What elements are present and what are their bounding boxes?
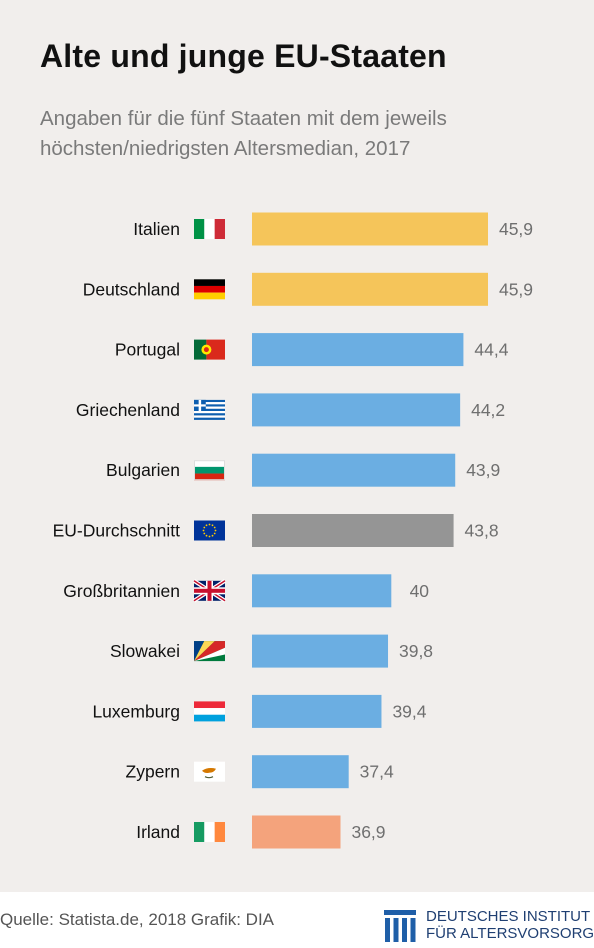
flag-bulgaria-icon <box>194 460 225 481</box>
value-label: 44,2 <box>471 400 505 420</box>
bar-chart: Italien 45,9 Deutschland 45,9 Portugal 44,4 Gr… <box>53 212 533 849</box>
flag-luxembourg-icon <box>194 701 225 722</box>
flag-cyprus-icon <box>194 761 225 782</box>
value-label: 39,8 <box>399 641 433 661</box>
category-label: Großbritannien <box>63 581 180 601</box>
value-label: 37,4 <box>360 762 394 782</box>
value-label: 36,9 <box>351 822 385 842</box>
category-label: Irland <box>136 822 180 842</box>
bar <box>252 815 341 849</box>
value-label: 43,9 <box>466 460 500 480</box>
chart-subtitle: Angaben für die fünf Staaten mit dem jew… <box>40 107 447 160</box>
flag-seychelles-icon <box>194 641 225 662</box>
dia-logo-icon <box>384 910 416 942</box>
bar <box>252 574 392 608</box>
bar <box>252 514 454 547</box>
value-label: 39,4 <box>392 701 426 721</box>
bar <box>252 272 488 306</box>
value-label: 40 <box>410 581 430 601</box>
dia-logo-text: DEUTSCHES INSTITUT FÜR ALTERSVORSORGE <box>426 908 594 942</box>
category-label: Italien <box>133 219 180 239</box>
category-label: Zypern <box>126 762 180 782</box>
category-label: EU-Durchschnitt <box>53 521 181 541</box>
source-note: Quelle: Statista.de, 2018 Grafik: DIA <box>0 910 275 929</box>
value-label: 44,4 <box>474 340 508 360</box>
flag-italy-icon <box>194 219 225 239</box>
value-label: 45,9 <box>499 219 533 239</box>
bar <box>252 694 382 728</box>
category-label: Bulgarien <box>106 460 180 480</box>
footer: Quelle: Statista.de, 2018 Grafik: DIA DE… <box>0 892 594 948</box>
bar <box>252 212 488 246</box>
flag-greece-icon <box>194 399 225 420</box>
flag-ireland-icon <box>194 822 225 842</box>
value-label: 43,8 <box>465 521 499 541</box>
bar <box>252 634 389 668</box>
flag-portugal-icon <box>194 339 225 360</box>
flag-eu-icon <box>194 520 225 541</box>
dia-logo: DEUTSCHES INSTITUT FÜR ALTERSVORSORGE <box>384 908 594 948</box>
bar <box>252 393 461 427</box>
logo-line-1: DEUTSCHES INSTITUT <box>426 908 591 925</box>
category-label: Portugal <box>115 340 180 360</box>
category-label: Deutschland <box>83 279 180 299</box>
flag-germany-icon <box>194 279 225 300</box>
logo-line-2: FÜR ALTERSVORSORGE <box>426 925 594 942</box>
bar <box>252 755 349 789</box>
category-label: Luxemburg <box>92 701 180 721</box>
flag-uk-icon <box>192 579 227 603</box>
category-label: Griechenland <box>76 400 180 420</box>
value-label: 45,9 <box>499 279 533 299</box>
chart-title: Alte und junge EU-Staaten <box>40 38 447 74</box>
bar <box>252 453 456 487</box>
category-label: Slowakei <box>110 641 180 661</box>
bar <box>252 333 464 367</box>
